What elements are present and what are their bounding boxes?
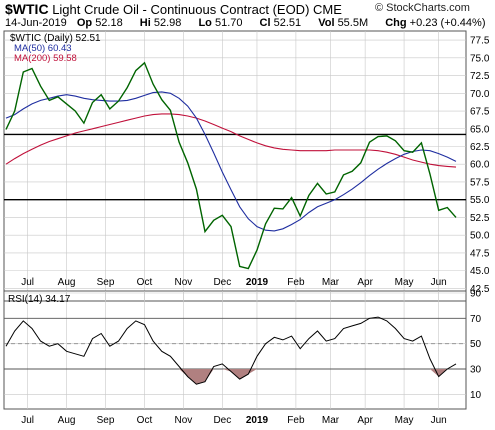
price-y-axis: 42.5 45.0 47.5 50.0 52.5 55.0 57.5 60.0 62.5 65.0…	[470, 36, 490, 295]
rsi-x-tick-label: Sep	[97, 415, 115, 426]
high-stat: Hi 52.98	[139, 17, 182, 29]
low-stat: Lo 51.70	[198, 17, 243, 29]
price-y-tick-label: 75.0	[470, 53, 490, 64]
ohlc-stats-row: 14-Jun-2019 Op 52.18 Hi 52.98 Lo 51.70 C…	[5, 17, 495, 29]
price-gridlines	[4, 31, 466, 301]
rsi-panel-frame	[3, 290, 467, 410]
rsi-y-tick-label: 10	[470, 390, 482, 401]
rsi-x-tick-label: 2019	[246, 415, 269, 426]
rsi-x-tick-label: May	[395, 415, 414, 426]
price-y-tick-label: 67.5	[470, 107, 490, 118]
open-stat: Op 52.18	[76, 17, 123, 29]
price-y-tick-label: 65.0	[470, 124, 490, 135]
price-y-tick-label: 57.5	[470, 177, 490, 188]
stockcharts-brand[interactable]: © StockCharts.com	[375, 2, 470, 14]
instrument-name: Light Crude Oil - Continuous Contract (E…	[52, 2, 310, 17]
price-series-group	[5, 61, 457, 270]
price-y-tick-label: 60.0	[470, 160, 490, 171]
legend-rsi: RSI(14) 34.17	[8, 294, 71, 305]
rsi-x-tick-label: Mar	[322, 415, 340, 426]
price-y-tick-label: 50.0	[470, 231, 490, 242]
chart-title: $WTIC Light Crude Oil - Continuous Contr…	[5, 1, 342, 17]
price-panel-frame	[3, 30, 467, 302]
price-x-tick-label: Mar	[322, 277, 340, 288]
price-y-tick-label: 55.0	[470, 195, 490, 206]
date-label: 14-Jun-2019	[5, 17, 67, 29]
price-y-tick-label: 62.5	[470, 142, 490, 153]
price-y-tick-label: 45.0	[470, 266, 490, 277]
rsi-x-tick-label: Jul	[21, 415, 34, 426]
price-legend: $WTIC (Daily) 52.51 MA(50) 60.43 MA(200)…	[10, 33, 101, 64]
price-x-tick-label: Oct	[137, 277, 153, 288]
price-x-axis: Jul Aug Sep Oct Nov Dec 2019 Feb Mar Apr May Jun	[21, 277, 447, 288]
price-x-tick-label: Nov	[175, 277, 193, 288]
rsi-x-tick-label: Dec	[213, 415, 231, 426]
price-x-tick-label: Apr	[357, 277, 373, 288]
price-x-tick-label: Jul	[21, 277, 34, 288]
ticker-symbol: $WTIC	[5, 1, 49, 17]
legend-main: $WTIC (Daily) 52.51	[10, 33, 101, 44]
legend-ma50: MA(50) 60.43	[14, 43, 72, 54]
price-x-tick-label: Jun	[431, 277, 447, 288]
ma200-line	[5, 113, 457, 168]
rsi-line	[5, 316, 457, 385]
rsi-x-tick-label: Feb	[287, 415, 305, 426]
price-x-tick-label: May	[395, 277, 414, 288]
price-y-tick-label: 42.5	[470, 284, 490, 295]
price-x-tick-label: Feb	[287, 277, 305, 288]
rsi-x-tick-label: Oct	[137, 415, 153, 426]
exchange-label: CME	[313, 2, 342, 17]
price-y-tick-label: 52.5	[470, 213, 490, 224]
legend-ma200: MA(200) 59.58	[14, 53, 77, 64]
change-stat: Chg +0.23 (+0.44%)	[385, 17, 486, 29]
rsi-x-tick-label: Nov	[175, 415, 193, 426]
price-x-tick-label: Sep	[97, 277, 115, 288]
price-x-tick-label: 2019	[246, 277, 269, 288]
rsi-y-axis: 10 30 50 70 90	[470, 289, 482, 401]
rsi-x-tick-label: Aug	[58, 415, 76, 426]
rsi-series-group	[5, 316, 457, 385]
price-y-tick-label: 77.5	[470, 36, 490, 47]
price-x-tick-label: Aug	[58, 277, 76, 288]
rsi-y-tick-label: 30	[470, 365, 482, 376]
rsi-y-tick-label: 90	[470, 289, 482, 300]
rsi-gridlines	[4, 291, 466, 409]
rsi-x-tick-label: Jun	[431, 415, 447, 426]
price-y-tick-label: 70.0	[470, 89, 490, 100]
price-line	[5, 61, 457, 270]
price-y-tick-label: 47.5	[470, 248, 490, 259]
close-stat: Cl 52.51	[259, 17, 302, 29]
support-resistance-lines	[4, 133, 466, 201]
rsi-x-axis: Jul Aug Sep Oct Nov Dec 2019 Feb Mar Apr May Jun	[21, 415, 447, 426]
volume-stat: Vol 55.5M	[318, 17, 369, 29]
rsi-x-tick-label: Apr	[357, 415, 373, 426]
price-x-tick-label: Dec	[213, 277, 231, 288]
rsi-y-tick-label: 50	[470, 339, 482, 350]
price-y-tick-label: 72.5	[470, 71, 490, 82]
rsi-y-tick-label: 70	[470, 314, 482, 325]
ma50-line	[5, 91, 457, 232]
